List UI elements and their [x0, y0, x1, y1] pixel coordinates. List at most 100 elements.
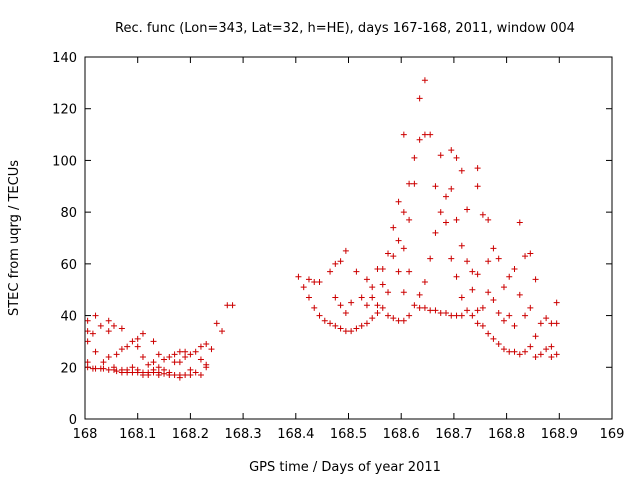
data-point: [369, 315, 376, 322]
data-point: [363, 276, 370, 283]
data-point: [124, 369, 131, 376]
data-point: [161, 370, 168, 377]
data-point: [118, 325, 125, 332]
data-point: [400, 131, 407, 138]
data-point: [369, 294, 376, 301]
data-point: [171, 359, 178, 366]
data-point: [145, 361, 152, 368]
data-point: [506, 273, 513, 280]
data-point: [224, 302, 231, 309]
data-point: [464, 206, 471, 213]
data-point: [421, 278, 428, 285]
data-point: [527, 343, 534, 350]
data-point: [321, 317, 328, 324]
data-point: [453, 273, 460, 280]
data-point: [100, 365, 107, 372]
data-point: [110, 366, 117, 373]
data-point: [305, 294, 312, 301]
data-point: [406, 268, 413, 275]
data-point: [84, 317, 91, 324]
data-point: [411, 154, 418, 161]
data-point: [129, 369, 136, 376]
data-point: [495, 255, 502, 262]
data-point: [437, 309, 444, 316]
data-point: [305, 276, 312, 283]
data-point: [448, 312, 455, 319]
data-point: [495, 341, 502, 348]
data-point: [427, 131, 434, 138]
x-tick-label: 168.1: [119, 427, 156, 442]
data-point: [110, 322, 117, 329]
data-point: [448, 255, 455, 262]
data-point: [353, 268, 360, 275]
data-point: [92, 365, 99, 372]
data-point: [134, 335, 141, 342]
data-point: [495, 309, 502, 316]
data-point: [421, 304, 428, 311]
data-point: [474, 307, 481, 314]
data-point: [192, 348, 199, 355]
data-point: [197, 343, 204, 350]
x-tick-label: 168.5: [330, 427, 367, 442]
data-point: [332, 260, 339, 267]
data-point: [400, 289, 407, 296]
x-tick-label: 168.2: [172, 427, 209, 442]
data-point: [327, 268, 334, 275]
data-point: [92, 348, 99, 355]
data-point: [474, 165, 481, 172]
data-point: [406, 312, 413, 319]
data-point: [490, 245, 497, 252]
data-point: [458, 242, 465, 249]
data-point: [427, 255, 434, 262]
x-tick-label: 168: [73, 427, 98, 442]
data-point: [332, 294, 339, 301]
data-point: [105, 366, 112, 373]
y-tick-label: 100: [52, 154, 77, 169]
data-point: [150, 338, 157, 345]
data-point: [432, 183, 439, 190]
data-point: [548, 353, 555, 360]
data-point: [363, 302, 370, 309]
data-point: [485, 289, 492, 296]
plot-frame: [84, 56, 613, 420]
data-point: [500, 346, 507, 353]
data-point: [113, 351, 120, 358]
data-point: [118, 346, 125, 353]
data-point: [171, 372, 178, 379]
data-point: [437, 209, 444, 216]
data-point: [358, 322, 365, 329]
data-point: [182, 348, 189, 355]
data-point: [553, 351, 560, 358]
data-point: [105, 353, 112, 360]
data-point: [537, 351, 544, 358]
data-point: [479, 304, 486, 311]
data-point: [84, 359, 91, 366]
data-point: [161, 356, 168, 363]
data-point: [89, 330, 96, 337]
data-point: [532, 353, 539, 360]
ticks-layer: 168 168.1 168.2 168.3 168.4 168.5 168.6 168.7 16…: [52, 51, 624, 442]
data-point: [342, 309, 349, 316]
data-point: [369, 284, 376, 291]
data-point: [532, 276, 539, 283]
data-point: [506, 312, 513, 319]
data-point: [385, 289, 392, 296]
data-point: [124, 343, 131, 350]
data-point: [416, 304, 423, 311]
data-point: [479, 322, 486, 329]
data-point: [453, 154, 460, 161]
y-tick-label: 60: [60, 258, 77, 273]
chart-title: Rec. func (Lon=343, Lat=32, h=HE), days …: [115, 21, 575, 36]
data-point: [395, 268, 402, 275]
x-tick-label: 168.3: [224, 427, 261, 442]
data-point: [511, 266, 518, 273]
x-axis-label: GPS time / Days of year 2011: [249, 460, 441, 475]
data-point: [113, 368, 120, 375]
data-point: [511, 348, 518, 355]
data-point: [474, 271, 481, 278]
data-point: [432, 307, 439, 314]
data-point: [406, 216, 413, 223]
marks-layer: [84, 77, 560, 381]
data-point: [316, 278, 323, 285]
data-point: [442, 193, 449, 200]
